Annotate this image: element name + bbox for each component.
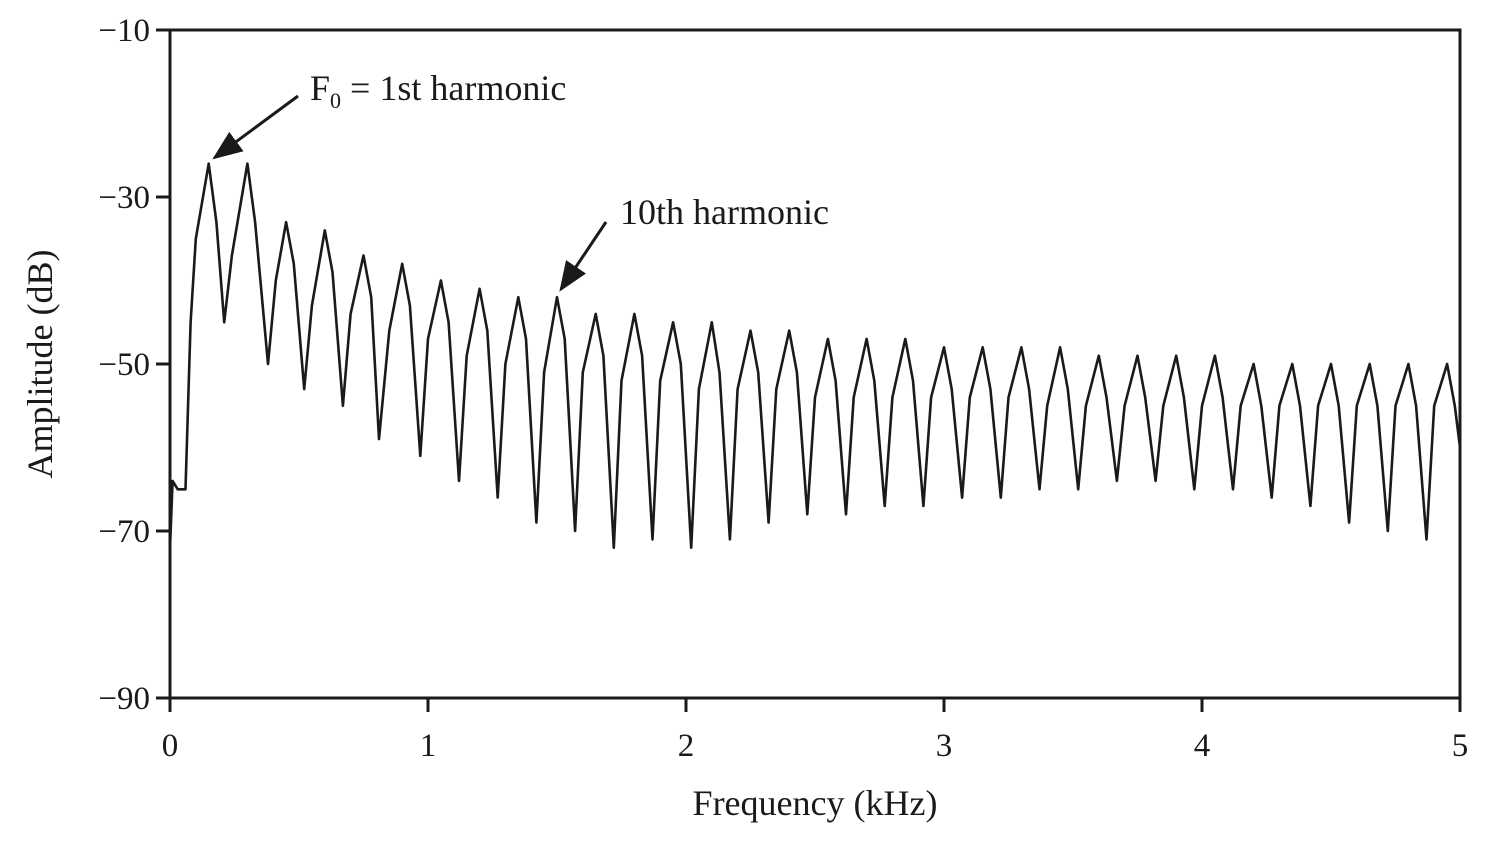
f0-label-main: F: [310, 68, 330, 108]
x-axis-label: Frequency (kHz): [693, 783, 938, 823]
tenth-harmonic-label: 10th harmonic: [620, 192, 829, 232]
x-tick-label: 5: [1452, 728, 1469, 764]
f0-annotation-arrow: [212, 94, 299, 160]
f0-label-rest: = 1st harmonic: [341, 68, 566, 108]
f0-annotation-label: F0 = 1st harmonic: [310, 68, 566, 113]
plot-frame: [168, 28, 1462, 700]
y-axis-label: Amplitude (dB): [20, 250, 60, 479]
x-tick-label: 1: [420, 728, 437, 764]
tenth-harmonic-arrow: [559, 221, 608, 292]
axis-ticks: 0 1 2 3 4 5 −10 −30 −50 −70 −90: [98, 13, 1468, 764]
y-tick-label: −10: [98, 13, 150, 49]
x-tick-label: 4: [1194, 728, 1211, 764]
f0-label-subscript: 0: [330, 88, 341, 113]
y-tick-label: −50: [98, 347, 150, 383]
annotations: F0 = 1st harmonic 10th harmonic: [212, 68, 829, 292]
y-tick-label: −70: [98, 514, 150, 550]
x-tick-label: 2: [678, 728, 695, 764]
y-tick-label: −90: [98, 681, 150, 717]
x-tick-label: 3: [936, 728, 953, 764]
x-tick-label: 0: [162, 728, 179, 764]
y-tick-label: −30: [98, 180, 150, 216]
series-line: [168, 162, 1462, 549]
